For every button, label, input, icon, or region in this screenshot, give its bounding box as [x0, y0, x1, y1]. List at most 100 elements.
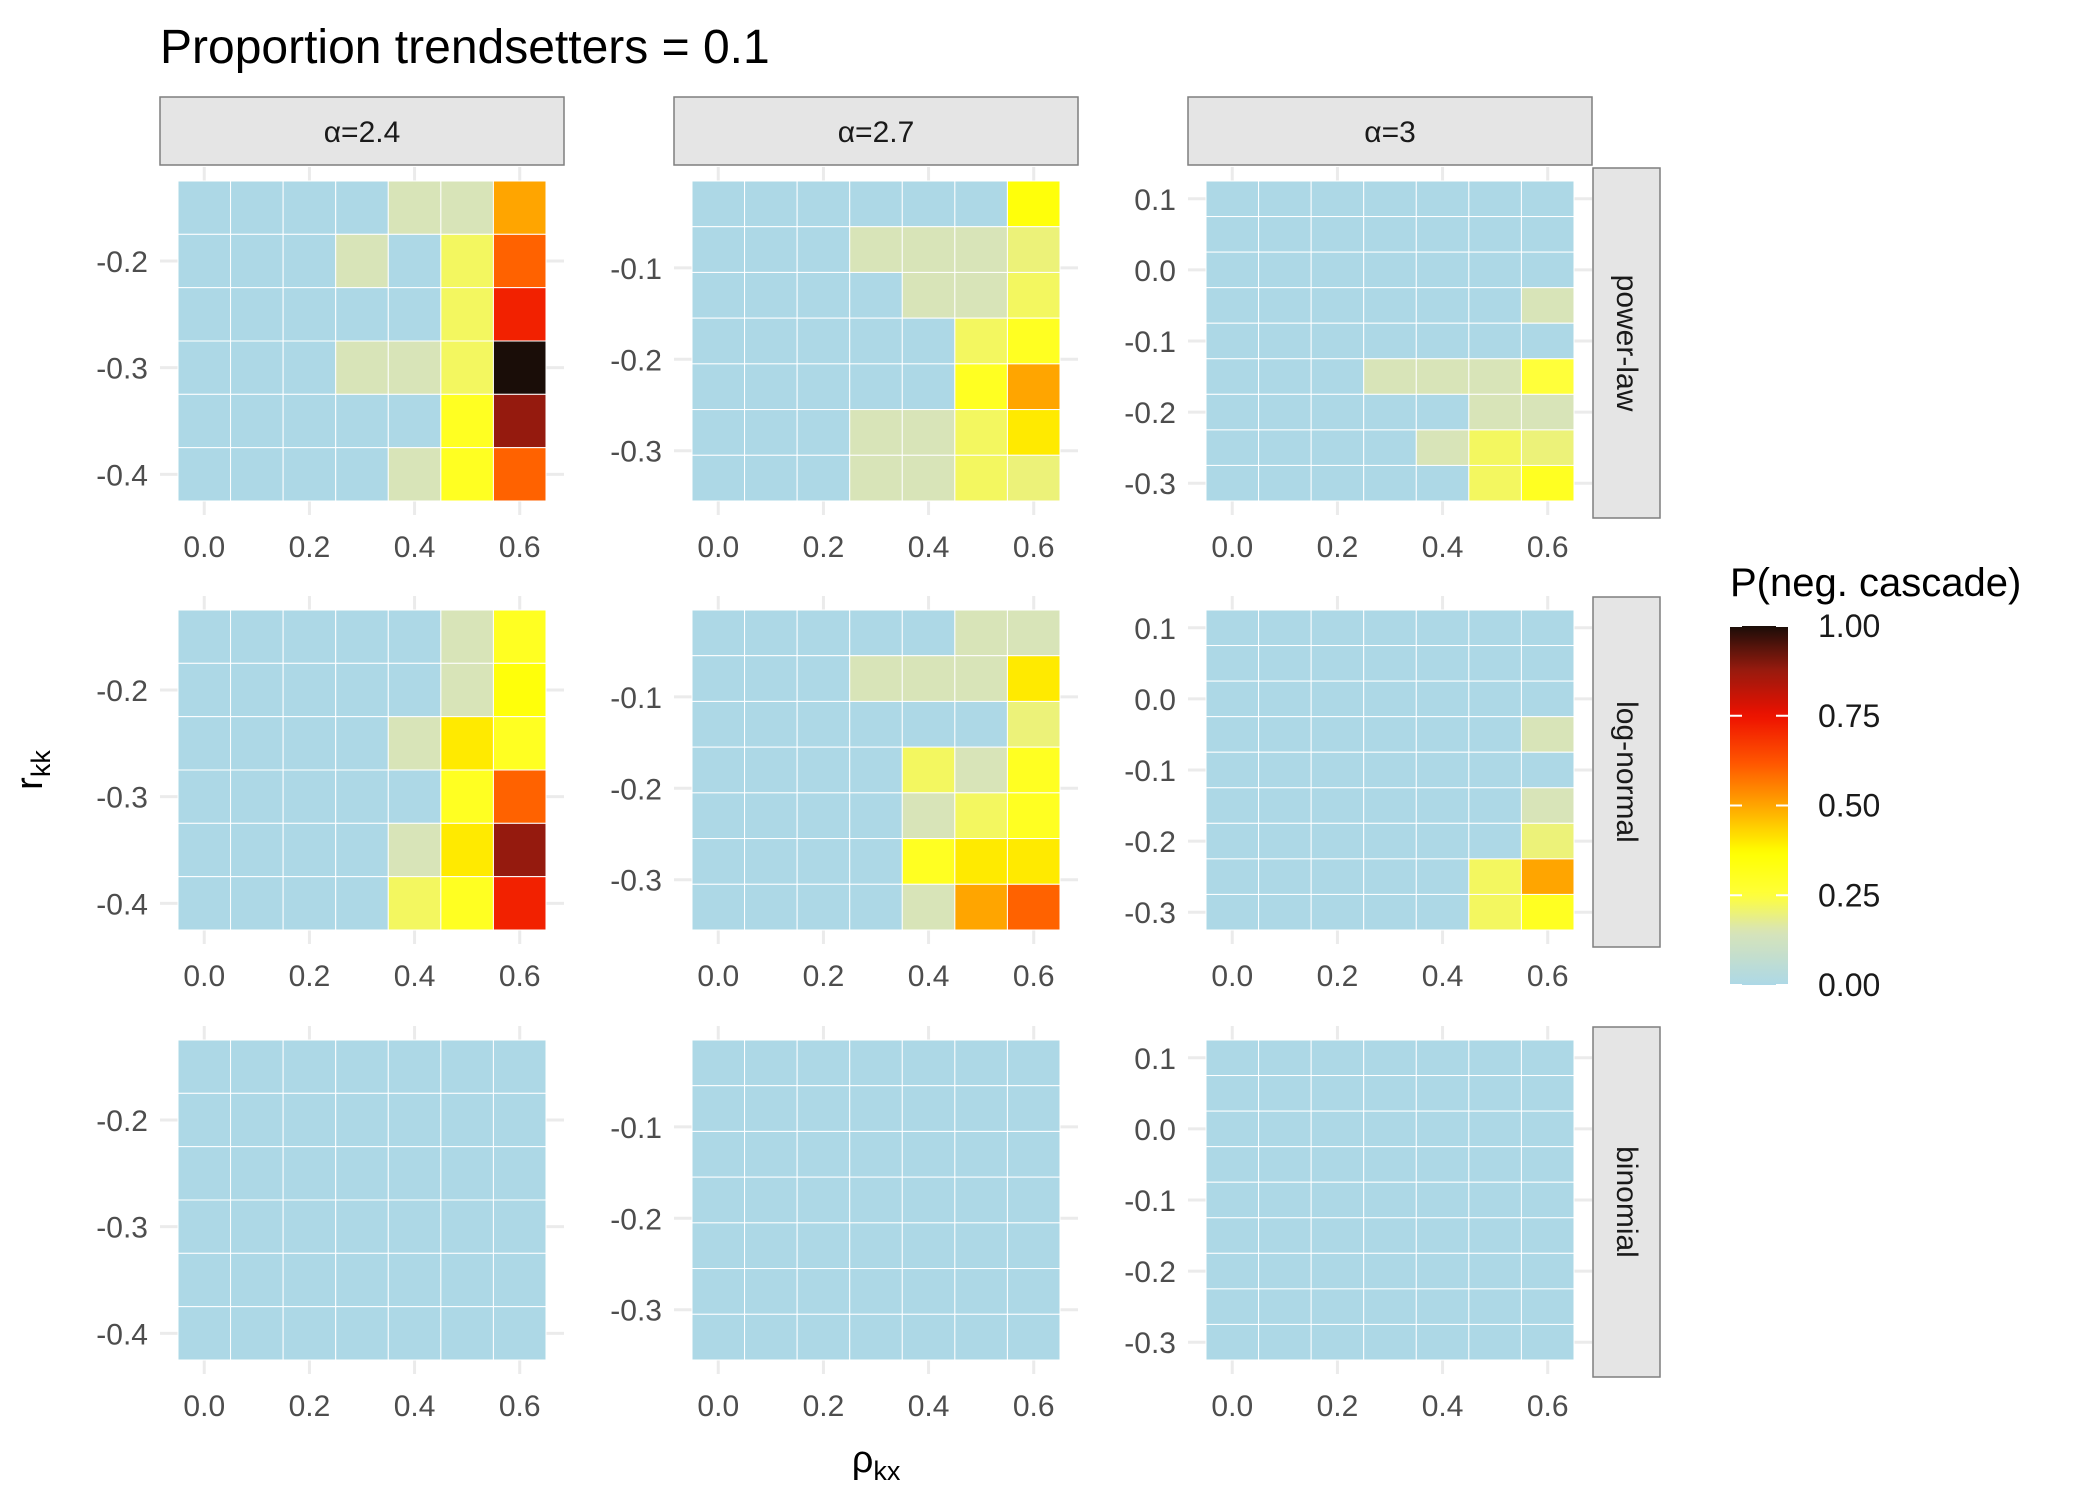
heatmap-cell — [1415, 609, 1470, 647]
heatmap-cell — [177, 393, 232, 449]
y-tick-label: -0.1 — [610, 1112, 662, 1145]
heatmap-cell — [954, 700, 1008, 748]
heatmap-cell — [954, 609, 1008, 657]
heatmap-cell — [282, 1092, 337, 1148]
heatmap-cell — [177, 1039, 232, 1094]
heatmap-cell — [691, 317, 746, 365]
heatmap-cell — [1468, 429, 1522, 466]
heatmap-cell — [440, 340, 494, 395]
heatmap-cell — [1520, 358, 1575, 395]
heatmap-cell — [492, 822, 547, 878]
heatmap-cell — [177, 180, 232, 235]
heatmap-cell — [1006, 180, 1061, 228]
facet-strip-label: α=2.7 — [838, 116, 915, 149]
heatmap-cell — [1415, 680, 1470, 718]
heatmap-cell — [744, 746, 798, 794]
heatmap-cell — [744, 700, 798, 748]
heatmap-cell — [1310, 180, 1365, 218]
heatmap-cell — [691, 746, 746, 794]
heatmap-cell — [1415, 464, 1470, 502]
heatmap-cell — [177, 662, 232, 718]
heatmap-cell — [1258, 1323, 1312, 1361]
heatmap-cell — [1310, 787, 1365, 824]
heatmap-cell — [849, 180, 903, 228]
heatmap-cell — [1520, 1110, 1575, 1148]
heatmap-cell — [1468, 1217, 1522, 1254]
y-tick-label: -0.2 — [1124, 826, 1176, 859]
heatmap-cell — [954, 363, 1008, 411]
y-tick-label: -0.1 — [1124, 755, 1176, 788]
heatmap-cell — [1415, 751, 1470, 789]
heatmap-cell — [1363, 680, 1417, 718]
x-tick-label: 0.0 — [1211, 531, 1253, 564]
facet-strip-label: log-normal — [1610, 701, 1643, 843]
heatmap-cell — [1310, 322, 1365, 360]
heatmap-cell — [1520, 251, 1575, 289]
x-tick-label: 0.4 — [908, 1390, 950, 1423]
heatmap-cell — [230, 716, 284, 771]
heatmap-cell — [1310, 1075, 1365, 1112]
heatmap-cell — [177, 609, 232, 664]
heatmap-cell — [492, 1199, 547, 1254]
heatmap-cell — [387, 1092, 442, 1148]
heatmap-cell — [492, 287, 547, 342]
heatmap-cell — [849, 838, 903, 885]
heatmap-cell — [1310, 716, 1365, 753]
heatmap-cell — [177, 716, 232, 771]
heatmap-cell — [796, 271, 851, 319]
heatmap-cell — [177, 1306, 232, 1361]
heatmap-cell — [1258, 716, 1312, 753]
heatmap-cell — [440, 180, 494, 235]
heatmap-cell — [1520, 1288, 1575, 1325]
heatmap-cell — [1205, 393, 1260, 431]
heatmap-cell — [282, 876, 337, 931]
heatmap-cell — [691, 1085, 746, 1132]
heatmap-cell — [335, 393, 389, 449]
heatmap-cell — [901, 317, 956, 365]
heatmap-cell — [1415, 322, 1470, 360]
heatmap-cell — [744, 1130, 798, 1178]
heatmap-cell — [1205, 893, 1260, 931]
heatmap-cell — [796, 792, 851, 840]
heatmap-cell — [1520, 287, 1575, 324]
heatmap-cell — [691, 1176, 746, 1224]
heatmap-cell — [1520, 216, 1575, 253]
heatmap-cell — [1310, 1288, 1365, 1325]
x-tick-label: 0.6 — [499, 960, 541, 993]
x-tick-label: 0.6 — [499, 1390, 541, 1423]
heatmap-cell — [1363, 251, 1417, 289]
heatmap-cell — [1468, 1146, 1522, 1183]
heatmap-cell — [849, 746, 903, 794]
heatmap-cell — [1310, 429, 1365, 466]
heatmap-cell — [1006, 1130, 1061, 1178]
y-tick-label: -0.1 — [1124, 326, 1176, 359]
heatmap-cell — [796, 226, 851, 273]
heatmap-cell — [1520, 1323, 1575, 1361]
facet-strip-column — [673, 96, 1079, 166]
x-tick-label: 0.2 — [803, 960, 845, 993]
heatmap-cell — [1310, 216, 1365, 253]
heatmap-cell — [492, 876, 547, 931]
heatmap-cell — [691, 226, 746, 273]
heatmap-cell — [1310, 609, 1365, 647]
x-tick-label: 0.2 — [289, 960, 331, 993]
heatmap-cell — [901, 180, 956, 228]
heatmap-cell — [1310, 1323, 1365, 1361]
heatmap-cell — [1205, 1217, 1260, 1254]
heatmap-cell — [901, 792, 956, 840]
heatmap-cell — [1363, 1075, 1417, 1112]
heatmap-cell — [1006, 883, 1061, 931]
y-tick-label: -0.3 — [1124, 468, 1176, 501]
heatmap-cell — [492, 233, 547, 289]
heatmap-cell — [1468, 716, 1522, 753]
heatmap-cell — [1468, 1252, 1522, 1290]
y-tick-label: 0.0 — [1134, 1114, 1176, 1147]
heatmap-cell — [691, 409, 746, 456]
heatmap-cell — [744, 1268, 798, 1315]
y-tick-label: -0.3 — [610, 1295, 662, 1328]
heatmap-cell — [177, 287, 232, 342]
y-tick-label: 0.1 — [1134, 613, 1176, 646]
heatmap-cell — [849, 792, 903, 840]
x-tick-label: 0.2 — [803, 1390, 845, 1423]
heatmap-cell — [849, 1176, 903, 1224]
